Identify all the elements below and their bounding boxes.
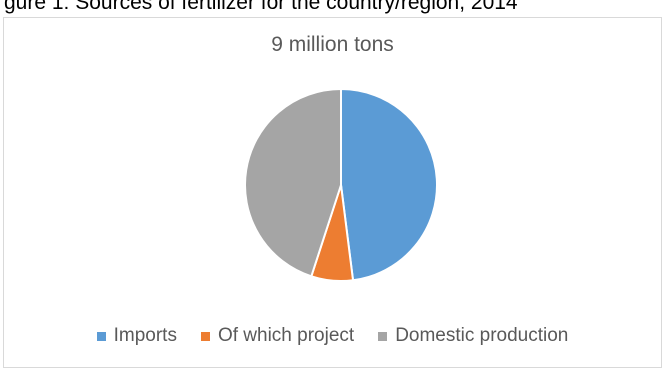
figure-caption: gure 1: Sources of fertilizer for the co…	[4, 0, 518, 14]
legend: Imports Of which project Domestic producti…	[4, 325, 661, 347]
pie-slice-imports	[340, 87, 438, 282]
pie-chart	[244, 87, 438, 282]
legend-item: Of which project	[200, 325, 355, 347]
legend-swatch	[200, 331, 210, 341]
legend-swatch	[378, 331, 388, 341]
legend-label: Imports	[113, 325, 177, 346]
legend-item: Domestic production	[378, 325, 568, 347]
legend-label: Domestic production	[395, 325, 569, 346]
chart-area: 9 million tons Imports Of which project Do…	[3, 17, 662, 368]
pie-slice-domestic-production	[244, 87, 342, 278]
legend-label: Of which project	[217, 325, 355, 346]
legend-item: Imports	[96, 325, 177, 347]
legend-swatch	[96, 331, 106, 341]
chart-title: 9 million tons	[271, 33, 394, 56]
